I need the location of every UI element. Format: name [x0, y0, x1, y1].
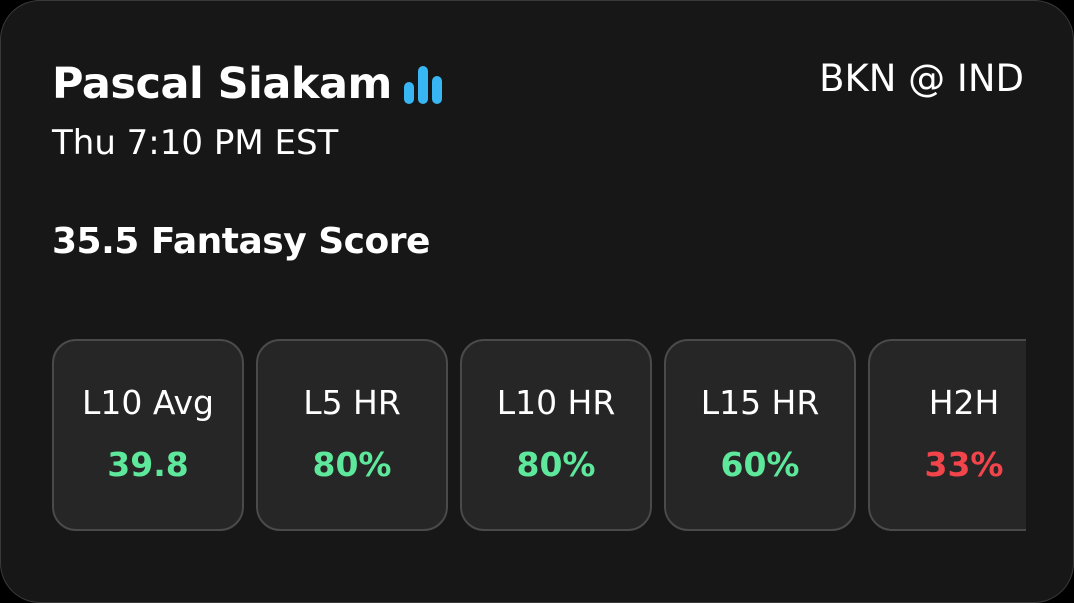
stat-label: L5 HR: [303, 383, 401, 422]
stat-label: L10 Avg: [82, 383, 214, 422]
player-name: Pascal Siakam: [52, 59, 392, 109]
stat-label: L10 HR: [496, 383, 616, 422]
stat-label: L15 HR: [700, 383, 820, 422]
matchup: BKN @ IND: [819, 57, 1024, 100]
stat-tile-l5-hr[interactable]: L5 HR 80%: [256, 339, 448, 531]
player-name-row: Pascal Siakam: [52, 59, 442, 109]
stat-label: H2H: [928, 383, 1000, 422]
stat-value: 60%: [720, 445, 800, 484]
stat-value: 80%: [516, 445, 596, 484]
bar-chart-icon[interactable]: [403, 64, 442, 104]
stat-tile-l10-hr[interactable]: L10 HR 80%: [460, 339, 652, 531]
stat-tile-l15-hr[interactable]: L15 HR 60%: [664, 339, 856, 531]
prop-line-label: 35.5 Fantasy Score: [52, 221, 430, 262]
game-time: Thu 7:10 PM EST: [52, 123, 339, 163]
stats-row[interactable]: L10 Avg 39.8 L5 HR 80% L10 HR 80% L15 HR…: [52, 339, 1026, 531]
stat-tile-h2h[interactable]: H2H 33%: [868, 339, 1026, 531]
stat-tile-l10-avg[interactable]: L10 Avg 39.8: [52, 339, 244, 531]
stat-value: 33%: [924, 445, 1004, 484]
stat-value: 80%: [312, 445, 392, 484]
stat-value: 39.8: [107, 445, 189, 484]
